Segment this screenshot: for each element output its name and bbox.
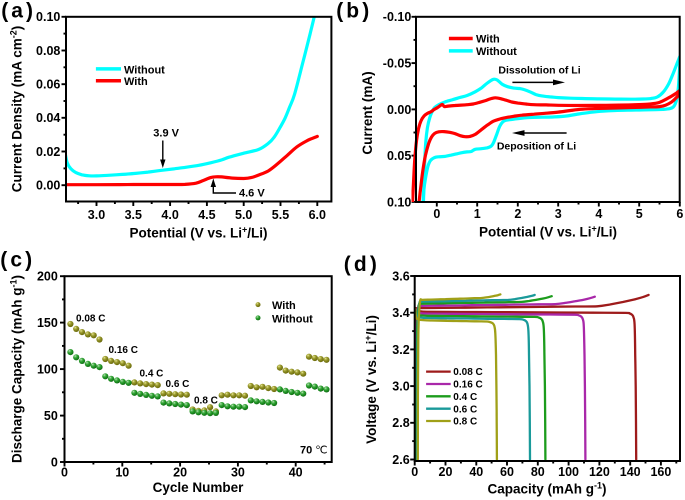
svg-text:(d): (d): [344, 253, 380, 276]
svg-text:-0.10: -0.10: [383, 10, 412, 24]
svg-text:(c): (c): [0, 249, 35, 272]
svg-text:0.16 C: 0.16 C: [453, 380, 482, 391]
svg-text:150: 150: [37, 316, 58, 330]
svg-text:Potential (V vs. Li+/Li): Potential (V vs. Li+/Li): [479, 224, 617, 240]
svg-text:0.00: 0.00: [387, 103, 411, 117]
svg-text:0.16 C: 0.16 C: [109, 345, 138, 356]
svg-text:0.06: 0.06: [36, 78, 60, 92]
svg-text:3.4: 3.4: [392, 306, 409, 320]
svg-text:2.8: 2.8: [392, 416, 409, 430]
svg-text:100: 100: [37, 363, 58, 377]
svg-text:30: 30: [231, 465, 245, 479]
svg-text:Cycle Number: Cycle Number: [153, 480, 245, 495]
svg-text:0.10: 0.10: [387, 195, 411, 209]
svg-text:Potential (V vs. Li+/Li): Potential (V vs. Li+/Li): [129, 225, 267, 241]
svg-text:4.6 V: 4.6 V: [239, 188, 265, 200]
svg-text:5: 5: [636, 207, 643, 221]
svg-text:0.04: 0.04: [36, 111, 60, 125]
svg-text:0.6 C: 0.6 C: [166, 379, 190, 390]
svg-text:0: 0: [51, 455, 58, 469]
svg-text:4: 4: [595, 207, 602, 221]
svg-text:Without: Without: [124, 64, 165, 76]
svg-text:140: 140: [620, 465, 641, 479]
svg-text:3.5: 3.5: [125, 208, 142, 222]
svg-text:Voltage (V vs. Li+/Li): Voltage (V vs. Li+/Li): [363, 315, 379, 444]
svg-text:0.05: 0.05: [387, 149, 411, 163]
svg-text:0.6 C: 0.6 C: [453, 404, 477, 415]
svg-text:Discharge Capacity (mAh g-1): Discharge Capacity (mAh g-1): [9, 275, 25, 463]
svg-text:0.08 C: 0.08 C: [453, 367, 482, 378]
svg-text:100: 100: [558, 465, 579, 479]
svg-text:(a): (a): [1, 0, 36, 22]
svg-text:160: 160: [650, 465, 671, 479]
svg-text:40: 40: [469, 465, 483, 479]
svg-text:5.5: 5.5: [272, 208, 289, 222]
svg-text:0.4 C: 0.4 C: [140, 369, 164, 380]
svg-text:0: 0: [411, 465, 418, 479]
svg-text:3.0: 3.0: [392, 380, 409, 394]
svg-text:With: With: [124, 76, 148, 88]
svg-text:50: 50: [44, 409, 58, 423]
svg-text:Dissolution of Li: Dissolution of Li: [498, 64, 580, 76]
svg-text:20: 20: [173, 465, 187, 479]
svg-text:2: 2: [514, 207, 521, 221]
svg-text:0.8 C: 0.8 C: [194, 395, 218, 406]
svg-text:0: 0: [433, 207, 440, 221]
svg-text:3.9 V: 3.9 V: [153, 128, 179, 140]
svg-text:0.08: 0.08: [36, 44, 60, 58]
svg-text:2.6: 2.6: [392, 453, 409, 467]
svg-text:200: 200: [37, 270, 58, 284]
svg-text:0.00: 0.00: [36, 179, 60, 193]
svg-text:With: With: [272, 300, 296, 312]
svg-text:0.10: 0.10: [36, 10, 60, 24]
svg-text:40: 40: [289, 465, 303, 479]
svg-text:4.5: 4.5: [198, 208, 215, 222]
svg-text:Current Density (mA cm-2): Current Density (mA cm-2): [9, 26, 25, 193]
svg-text:3.0: 3.0: [88, 208, 105, 222]
svg-text:0.08 C: 0.08 C: [76, 314, 105, 325]
svg-text:3.2: 3.2: [392, 343, 409, 357]
svg-text:0.4 C: 0.4 C: [453, 392, 477, 403]
svg-text:0.8 C: 0.8 C: [453, 417, 477, 428]
svg-text:1: 1: [474, 207, 481, 221]
svg-text:3.6: 3.6: [392, 269, 409, 283]
svg-text:3: 3: [555, 207, 562, 221]
svg-text:-0.05: -0.05: [383, 57, 412, 71]
svg-text:Current (mA): Current (mA): [360, 71, 375, 154]
svg-text:80: 80: [531, 465, 545, 479]
svg-text:10: 10: [115, 465, 129, 479]
svg-text:5.0: 5.0: [235, 208, 252, 222]
svg-text:6.0: 6.0: [309, 208, 326, 222]
svg-text:70 ℃: 70 ℃: [300, 445, 328, 457]
svg-text:120: 120: [589, 465, 610, 479]
svg-text:6: 6: [676, 207, 683, 221]
svg-text:(b): (b): [336, 0, 372, 22]
svg-text:20: 20: [439, 465, 453, 479]
svg-text:0.02: 0.02: [36, 145, 60, 159]
svg-text:Deposition of Li: Deposition of Li: [497, 141, 576, 153]
svg-text:4.0: 4.0: [161, 208, 178, 222]
svg-text:60: 60: [500, 465, 514, 479]
svg-text:Without: Without: [272, 313, 313, 325]
svg-text:Without: Without: [476, 46, 517, 58]
svg-text:0: 0: [61, 465, 68, 479]
svg-text:With: With: [476, 34, 500, 46]
svg-text:Capacity (mAh g-1): Capacity (mAh g-1): [487, 481, 606, 497]
